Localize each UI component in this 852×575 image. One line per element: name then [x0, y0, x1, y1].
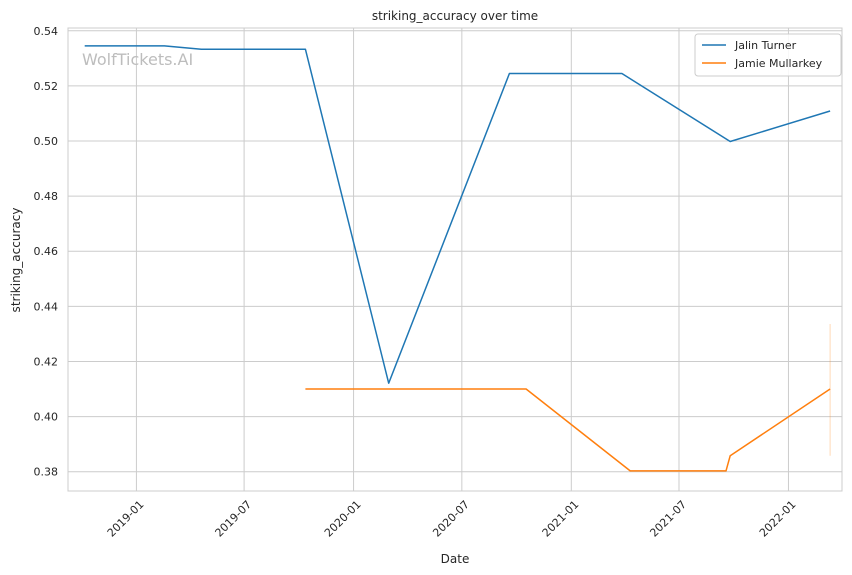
legend-frame: [694, 33, 842, 77]
y-tick-label: 0.40: [34, 411, 59, 424]
y-tick-label: 0.54: [34, 25, 59, 38]
series-lines: [84, 45, 831, 472]
watermark: WolfTickets.AI: [82, 50, 193, 69]
y-axis-label: striking_accuracy: [9, 208, 23, 313]
chart-title: striking_accuracy over time: [372, 9, 538, 23]
series-line-jamie-mullarkey: [305, 388, 831, 472]
y-tick-label: 0.46: [34, 245, 59, 258]
y-tick-label: 0.42: [34, 355, 59, 368]
series-line-jalin-turner: [84, 45, 831, 384]
legend-label-jalin-turner: Jalin Turner: [734, 39, 797, 52]
y-tick-label: 0.48: [34, 190, 59, 203]
x-axis-label: Date: [441, 552, 470, 566]
y-tick-label: 0.50: [34, 135, 59, 148]
legend: Jalin Turner Jamie Mullarkey: [694, 33, 842, 77]
y-axis-ticks: 0.38 0.40 0.42 0.44 0.46 0.48 0.50 0.52 0.54: [34, 25, 59, 479]
grid: [68, 28, 842, 491]
legend-label-jamie-mullarkey: Jamie Mullarkey: [734, 57, 823, 70]
plot-frame: [67, 27, 843, 492]
y-tick-label: 0.44: [34, 300, 59, 313]
y-tick-label: 0.52: [34, 80, 59, 93]
y-tick-label: 0.38: [34, 466, 59, 479]
